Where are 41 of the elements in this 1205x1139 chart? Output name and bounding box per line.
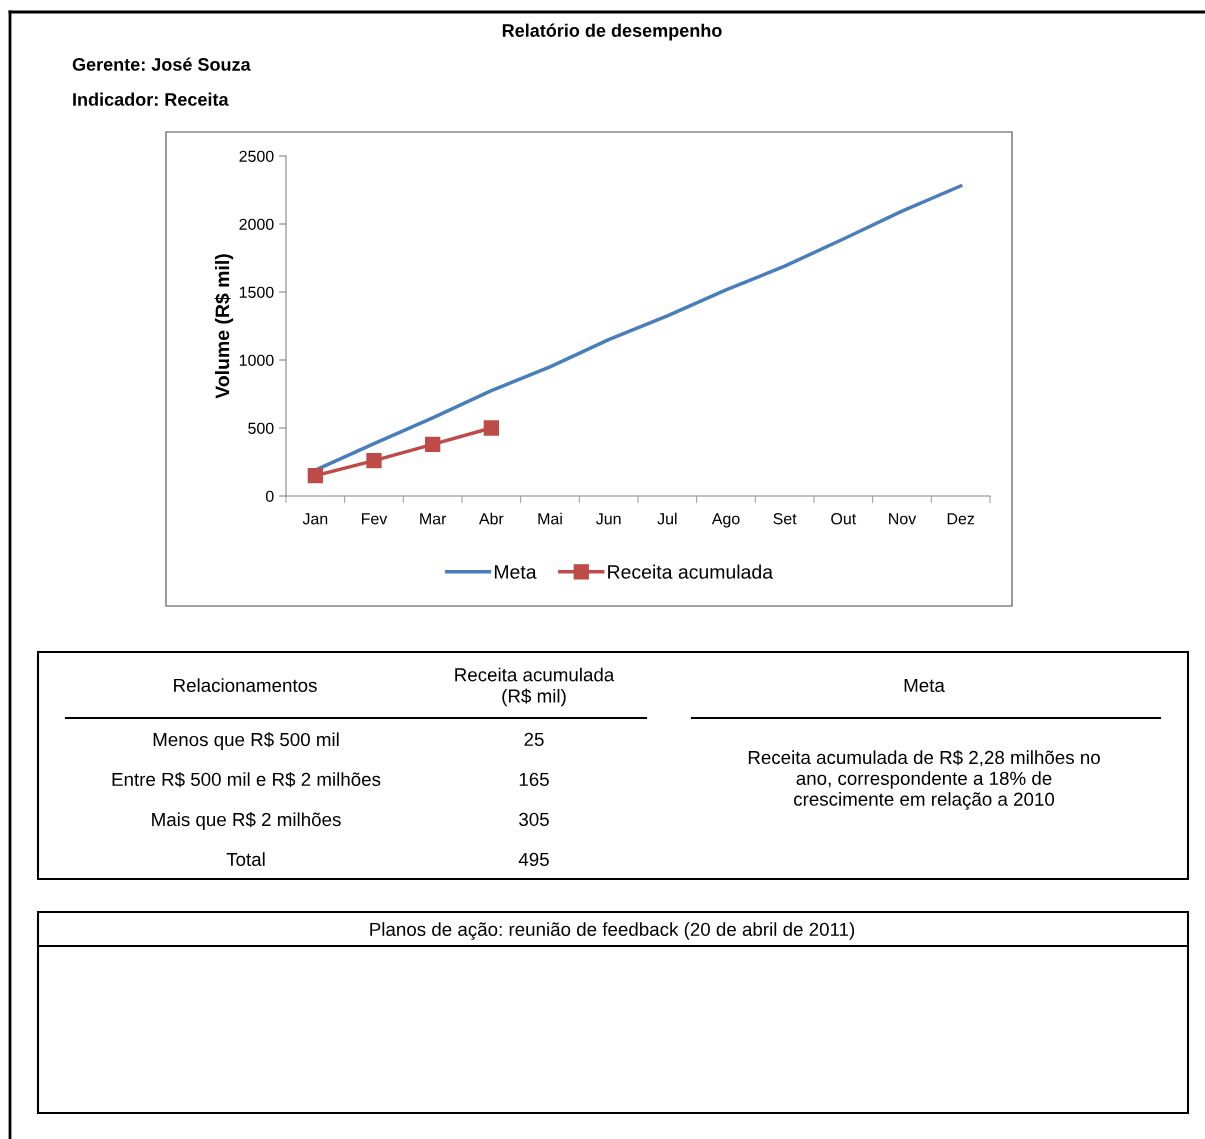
text: Mais que R$ 2 milhões [152, 812, 341, 830]
y-tick-label: 1500 [239, 286, 274, 298]
text: Meta [904, 678, 945, 693]
y-tick-label: 1000 [239, 354, 274, 366]
text: Total [226, 852, 265, 867]
x-tick-label: Dez [947, 513, 975, 525]
text: Receita acumulada (R$ mil) [455, 667, 615, 707]
x-tick-label: Mar [420, 513, 447, 525]
x-tick-label: Mai [538, 512, 562, 525]
x-tick-label: Jun [596, 513, 621, 525]
text: Gerente: José Souza [72, 57, 251, 71]
x-tick-label: Nov [889, 513, 917, 525]
chart-title: Relatório de desempenho [502, 23, 722, 41]
x-tick-label: Abr [478, 512, 504, 525]
point [425, 436, 441, 452]
text: Planos de ação: reunião de feedback (20 de abril de 2011) [370, 922, 855, 940]
x-tick-label: Jul [657, 512, 677, 525]
text: 25 [524, 732, 544, 747]
point [483, 420, 499, 436]
x-tick-label: Ago [711, 513, 740, 528]
text: Relacionamentos [174, 678, 317, 693]
x-tick-label: Out [831, 513, 857, 525]
x-tick-label: Set [773, 513, 797, 525]
text: 305 [519, 812, 549, 827]
x-tick-label: Fev [362, 513, 388, 525]
text: Entre R$ 500 mil e R$ 2 milhões [112, 771, 381, 788]
x-tick-label: Jan [302, 513, 328, 525]
text: Receita acumulada de R$ 2,28 milhões no ano, correspondente a 18% de crescimente em relação a 2010 [748, 750, 1100, 810]
y-tick-label: 500 [248, 422, 274, 434]
text: 495 [518, 852, 549, 867]
legend-label: Receita acumulada [608, 564, 774, 579]
text: Menos que R$ 500 mil [153, 732, 339, 750]
y-tick-label: 2000 [239, 218, 274, 230]
legend-label: Meta [494, 565, 537, 579]
text: 165 [519, 772, 549, 787]
point [366, 453, 382, 469]
text: Indicador: Receita [73, 92, 229, 106]
y-tick-label: 2500 [239, 150, 274, 162]
y-axis-title: Volume (R$ mil) [214, 254, 234, 399]
y-tick-label: 0 [265, 490, 274, 502]
point [307, 467, 323, 484]
